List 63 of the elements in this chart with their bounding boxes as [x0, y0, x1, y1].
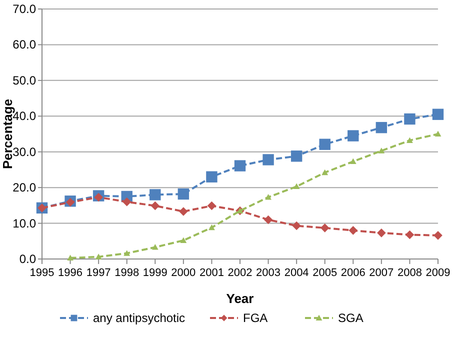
point [319, 138, 330, 150]
x-tick-label: 1999 [142, 267, 168, 279]
point [95, 254, 102, 260]
point [208, 224, 215, 230]
point [406, 137, 413, 143]
x-tick-label: 2007 [369, 267, 394, 279]
point [67, 254, 74, 260]
point [292, 221, 301, 230]
point [432, 108, 444, 120]
point [179, 207, 188, 216]
y-tick-label: 30.0 [12, 144, 36, 159]
y-tick-label: 50.0 [12, 73, 36, 88]
y-tick-label: 0.0 [19, 252, 36, 266]
point [434, 231, 442, 240]
y-tick-label: 10.0 [12, 216, 36, 230]
x-tick-label: 2009 [426, 267, 450, 279]
point [234, 160, 246, 172]
point [348, 130, 359, 142]
x-tick-label: 2006 [340, 267, 366, 279]
point [322, 169, 328, 176]
point [290, 150, 302, 162]
point [434, 130, 442, 137]
point [377, 228, 386, 238]
point [404, 113, 416, 125]
x-tick-label: 2005 [312, 267, 338, 279]
point [206, 171, 218, 182]
point [348, 226, 358, 235]
y-tick-label: 60.0 [12, 38, 36, 52]
x-tick-label: 2001 [199, 267, 224, 279]
point [405, 230, 414, 240]
x-tick-label: 1996 [58, 267, 83, 279]
x-tick-label: 2002 [228, 267, 252, 279]
x-axis-title: Year [226, 291, 254, 306]
y-tick-label: 20.0 [12, 180, 36, 195]
point [207, 201, 216, 210]
point [178, 188, 190, 200]
x-tick-label: 1997 [86, 267, 111, 279]
legend-label: FGA [243, 311, 268, 325]
point [378, 148, 385, 154]
point [264, 215, 273, 224]
point [124, 250, 130, 256]
y-tick-label: 70.0 [12, 2, 36, 16]
point [265, 194, 272, 200]
x-tick-label: 2000 [171, 267, 196, 279]
point [262, 154, 274, 166]
x-tick-label: 1998 [114, 267, 140, 279]
x-tick-label: 1995 [30, 267, 54, 279]
point [376, 122, 388, 134]
point [122, 197, 132, 206]
point [293, 183, 300, 190]
x-tick-label: 2008 [397, 267, 422, 279]
point [150, 201, 160, 210]
point [150, 189, 161, 200]
legend-label: any antipsychotic [93, 311, 186, 325]
point [320, 224, 330, 232]
legend-label: SGA [338, 311, 364, 325]
point [350, 158, 356, 164]
y-axis-title: Percentage [0, 98, 15, 170]
point [152, 244, 158, 250]
point [94, 192, 103, 202]
x-tick-label: 2004 [284, 267, 309, 279]
x-tick-label: 2003 [256, 267, 281, 279]
point [180, 237, 187, 243]
